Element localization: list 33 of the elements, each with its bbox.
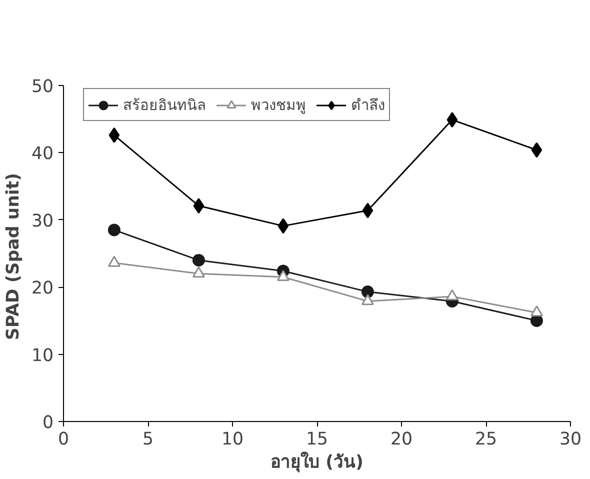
point: [108, 224, 120, 236]
y-tick-label: 10: [31, 346, 54, 366]
point: [192, 266, 205, 278]
point: [108, 256, 120, 267]
legend-label: สร้อยอินทนิล: [123, 96, 206, 116]
legend-label: ตำลึง: [351, 96, 385, 116]
legend-label: พวงชมพู: [251, 96, 306, 116]
x-tick-label: 10: [221, 430, 244, 450]
y-tick-label: 40: [31, 144, 54, 164]
y-tick-label: 50: [31, 77, 54, 97]
x-tick-label: 30: [559, 430, 582, 450]
point: [278, 218, 289, 234]
y-axis-title: SPAD (Spad unit): [3, 172, 24, 340]
point: [276, 270, 290, 281]
y-tick-label: 30: [31, 211, 54, 232]
x-axis-title: อายุใบ (วัน): [270, 450, 364, 472]
x-tick-label: 20: [390, 430, 413, 450]
x-tick-label: 0: [58, 430, 70, 450]
point: [108, 127, 120, 143]
point: [361, 286, 374, 298]
point: [446, 289, 458, 300]
x-tick-label: 5: [142, 430, 154, 450]
point: [193, 198, 204, 214]
point: [530, 306, 543, 317]
y-tick-label: 20: [31, 278, 54, 299]
x-tick-label: 15: [306, 430, 328, 450]
point: [531, 142, 542, 158]
point: [362, 202, 374, 218]
point: [446, 112, 458, 128]
x-tick-label: 25: [474, 430, 498, 450]
y-tick-label: 0: [42, 413, 54, 433]
point: [192, 254, 205, 266]
point: [361, 294, 374, 306]
